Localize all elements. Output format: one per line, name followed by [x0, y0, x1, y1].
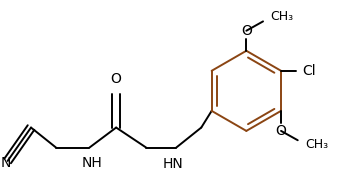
Text: Cl: Cl: [303, 64, 316, 78]
Text: O: O: [275, 124, 287, 138]
Text: CH₃: CH₃: [270, 10, 293, 23]
Text: HN: HN: [163, 157, 183, 171]
Text: N: N: [1, 156, 11, 170]
Text: O: O: [111, 72, 122, 86]
Text: O: O: [241, 24, 252, 38]
Text: CH₃: CH₃: [305, 138, 328, 151]
Text: NH: NH: [82, 156, 102, 170]
